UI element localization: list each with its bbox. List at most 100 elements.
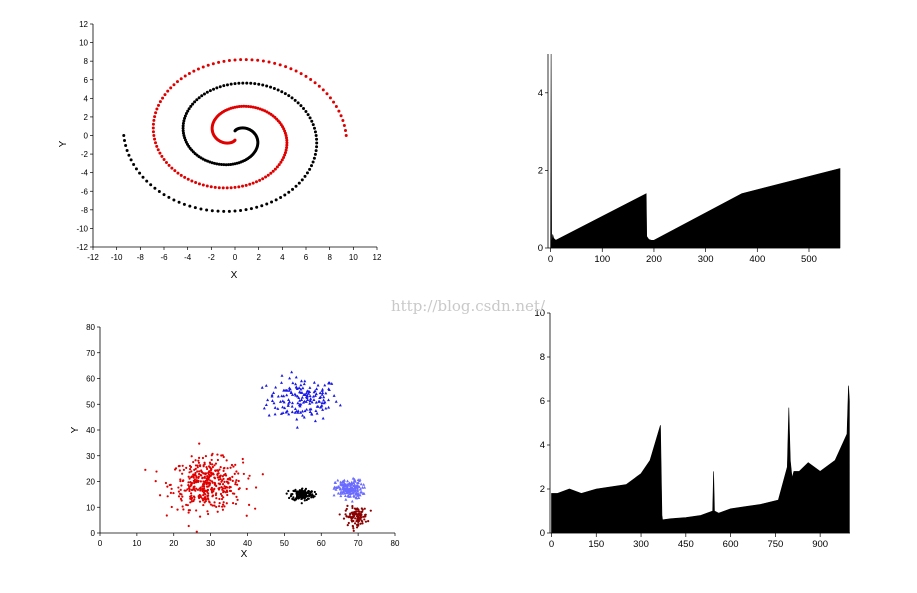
cluster-point: [236, 498, 239, 501]
cluster-point: [281, 399, 285, 403]
cluster-point: [307, 497, 310, 500]
cluster-point: [217, 478, 220, 481]
cluster-point: [209, 474, 212, 477]
cluster-point: [211, 495, 214, 498]
cluster-point: [202, 503, 205, 507]
cluster-point: [234, 502, 238, 506]
cluster-point: [313, 394, 317, 397]
cluster-point: [205, 466, 208, 469]
cluster-point: [358, 478, 362, 481]
cluster-point: [213, 483, 217, 486]
spiral-point: [294, 184, 298, 188]
spiral-point: [269, 171, 273, 175]
cluster-point: [293, 392, 297, 396]
cluster-point: [320, 389, 324, 392]
spiral-y-axis-label: Y: [58, 140, 69, 147]
spiral-point: [226, 163, 230, 167]
cluster-point: [211, 465, 214, 469]
cluster-point: [352, 481, 356, 484]
cluster-point: [289, 391, 293, 395]
cluster-point: [298, 398, 302, 402]
spiral-point: [212, 161, 216, 165]
spiral-point: [265, 84, 269, 88]
spiral-point: [151, 122, 155, 126]
spiral-point: [197, 182, 201, 186]
cluster-point: [356, 484, 360, 488]
cluster-point: [362, 515, 365, 518]
spiral-point: [166, 89, 170, 93]
spiral-point: [337, 109, 341, 113]
cluster-x-tick-label: 20: [169, 539, 178, 548]
cluster-point: [352, 515, 355, 518]
cluster-point: [294, 385, 298, 389]
cluster-point: [181, 464, 184, 467]
cluster-point: [229, 478, 232, 481]
spiral-point: [339, 114, 343, 118]
spiral-point: [246, 104, 250, 108]
cluster-point: [234, 481, 237, 484]
spiral-point: [155, 107, 159, 111]
spiral-point: [217, 162, 221, 166]
cluster-point: [195, 479, 198, 482]
spiral-point: [240, 104, 244, 108]
sawtooth-x-tick-label: 400: [749, 254, 765, 265]
cluster-point: [211, 452, 214, 455]
cluster-point: [202, 487, 206, 490]
cluster-point: [283, 388, 287, 392]
spiral-point: [279, 195, 283, 199]
spiral-point: [277, 163, 281, 167]
cluster-point: [274, 385, 278, 389]
spiral-point: [220, 163, 224, 167]
cluster-point: [177, 465, 180, 468]
spiral-point: [181, 129, 185, 133]
cluster-point: [228, 485, 231, 488]
spiral-point: [227, 209, 231, 213]
spiral-point: [285, 146, 289, 150]
spiral-point: [183, 116, 187, 120]
spiral-point: [257, 82, 261, 86]
cluster-point: [184, 489, 187, 492]
cluster-point: [357, 515, 360, 518]
cluster-point: [206, 485, 209, 488]
spiral-point: [303, 174, 307, 178]
spiky-x-tick-label: 450: [678, 539, 694, 550]
cluster-point: [266, 398, 270, 402]
spiky-x-tick-label: 600: [723, 539, 739, 550]
spiral-point: [283, 151, 287, 155]
cluster-point: [295, 490, 298, 493]
spiral-y-tick-label: 0: [84, 132, 89, 141]
cluster-point: [354, 508, 358, 511]
watermark: http://blog.csdn.net/: [391, 297, 546, 315]
cluster-point: [334, 399, 338, 403]
spiral-point: [201, 65, 205, 69]
cluster-point: [221, 479, 224, 482]
cluster-point: [351, 506, 354, 510]
cluster-point: [300, 395, 304, 399]
cluster-point: [187, 487, 191, 490]
cluster-point: [216, 453, 219, 456]
cluster-points: [144, 370, 372, 533]
cluster-point: [216, 472, 219, 475]
cluster-point: [267, 413, 271, 417]
cluster-point: [285, 492, 288, 495]
cluster-point: [358, 493, 362, 497]
cluster-point: [300, 491, 303, 494]
sawtooth-x-tick-label: 200: [646, 254, 662, 265]
cluster-point: [201, 489, 204, 492]
cluster-point: [194, 459, 197, 462]
spiral-point: [132, 162, 136, 166]
cluster-point: [221, 508, 225, 511]
cluster-point: [332, 493, 336, 497]
cluster-point: [313, 490, 316, 494]
spiral-point: [311, 123, 315, 127]
cluster-point: [231, 479, 234, 482]
cluster-point: [206, 475, 209, 478]
cluster-point: [204, 455, 208, 458]
cluster-point: [193, 479, 196, 482]
cluster-point: [358, 513, 361, 517]
spiral-point: [151, 130, 155, 134]
cluster-point: [314, 400, 318, 404]
cluster-point: [356, 494, 360, 497]
cluster-point: [203, 480, 207, 483]
cluster-point: [357, 510, 360, 513]
